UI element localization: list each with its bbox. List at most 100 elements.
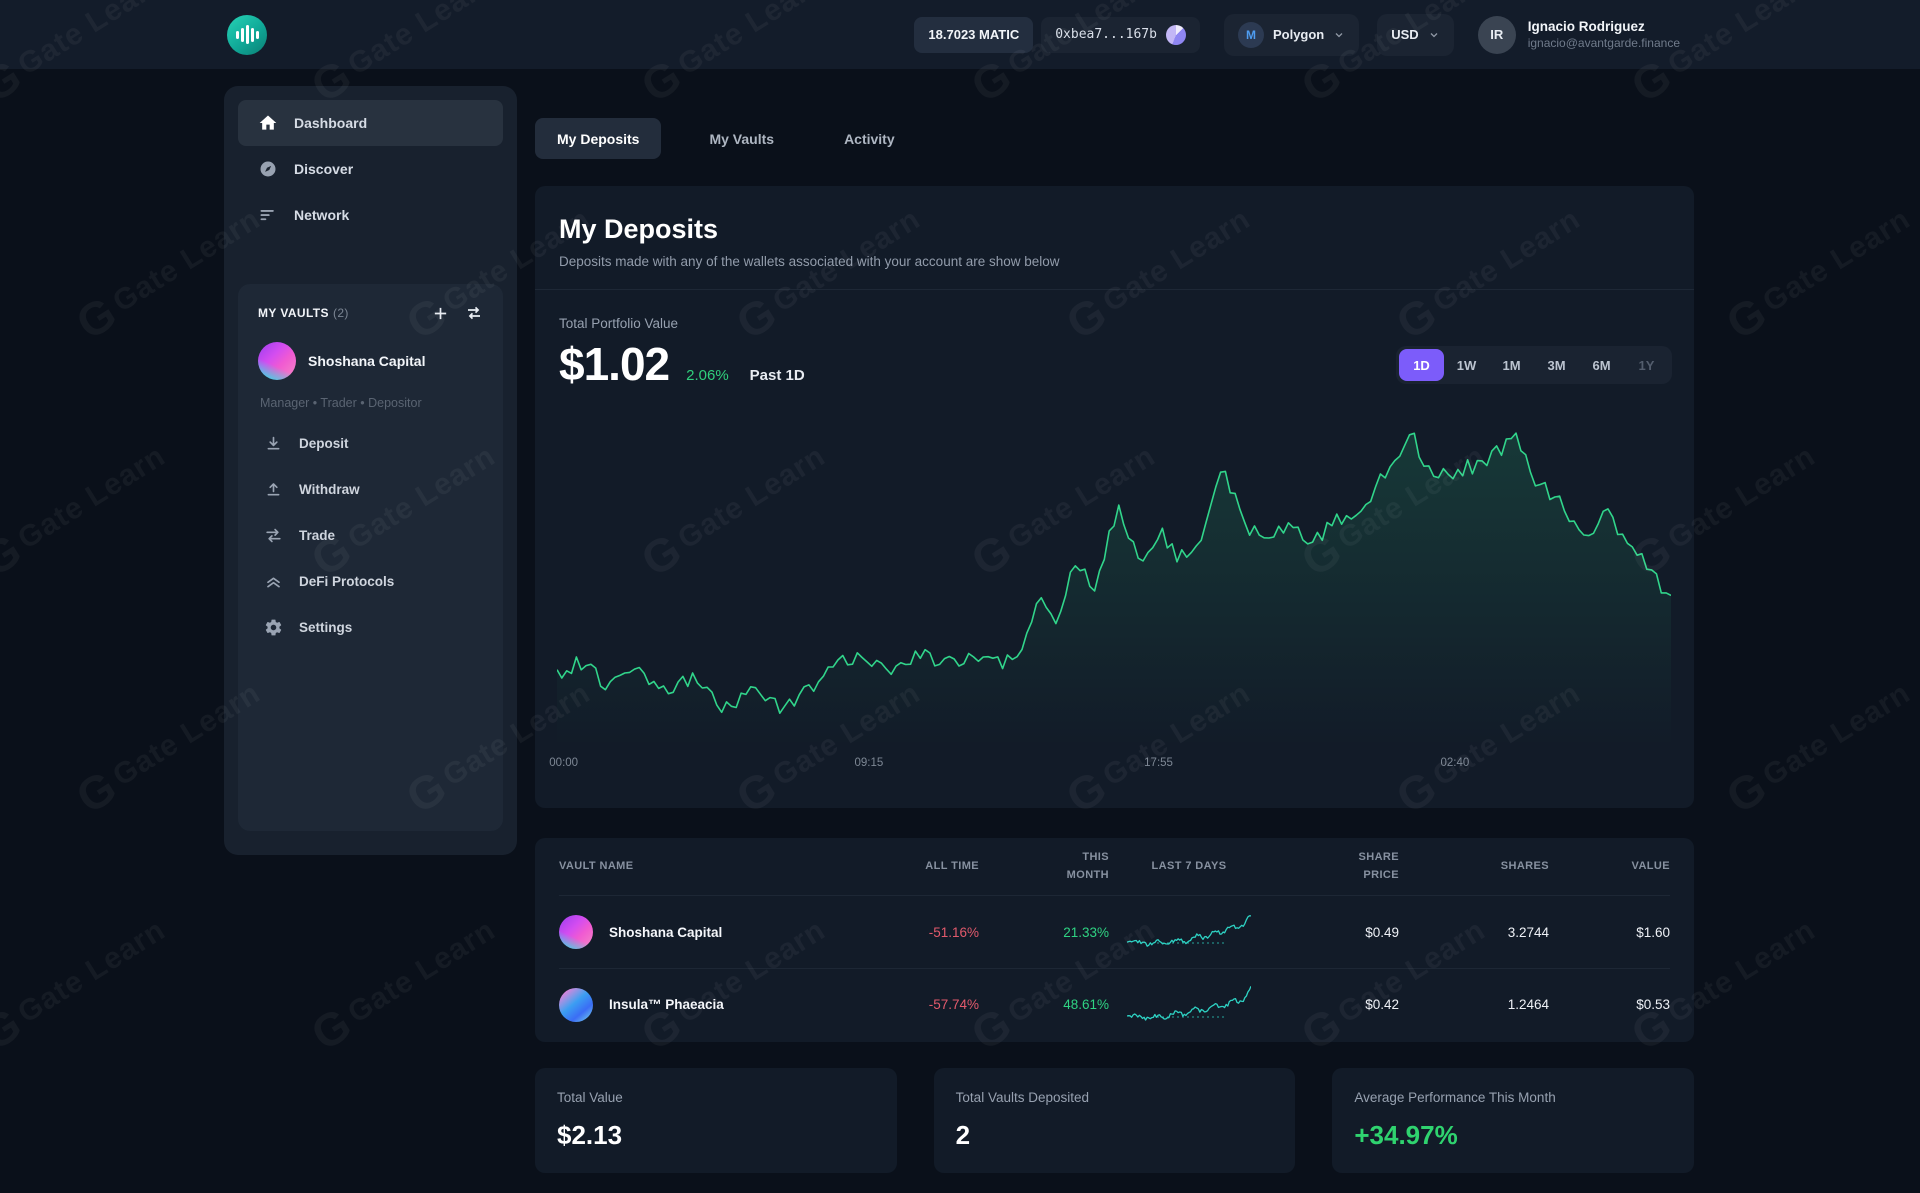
user-email: ignacio@avantgarde.finance [1527, 36, 1680, 50]
x-axis-tick: 02:40 [1440, 757, 1470, 769]
col-header-shares: SHARES [1500, 859, 1549, 872]
all-time-cell: -57.74% [928, 997, 979, 1012]
range-button-1d[interactable]: 1D [1399, 349, 1444, 381]
pie-chart-icon [1165, 24, 1186, 45]
stat-average-performance: Average Performance This Month +34.97% [1332, 1068, 1695, 1173]
sparkline-chart [1127, 915, 1251, 947]
matic-balance-text: 18.7023 MATIC [928, 27, 1020, 42]
user-name: Ignacio Rodriguez [1527, 19, 1645, 34]
currency-selector[interactable]: USD [1377, 13, 1454, 56]
withdraw-icon [267, 482, 280, 495]
range-button-1y[interactable]: 1Y [1624, 349, 1669, 381]
range-button-3m[interactable]: 3M [1534, 349, 1579, 381]
vault-action-trade[interactable]: Trade [258, 512, 483, 558]
vault-action-deposit[interactable]: Deposit [258, 420, 483, 466]
portfolio-value-row: $1.02 2.06% Past 1D [559, 337, 1670, 391]
col-header-value: VALUE [1631, 859, 1670, 872]
vault-avatar [258, 342, 296, 380]
watermark: GGate Learn [0, 431, 177, 587]
shares-cell: 3.2744 [1507, 924, 1549, 940]
defi-protocols-icon [267, 577, 280, 587]
currency-label: USD [1391, 27, 1419, 42]
vault-action-label: Withdraw [299, 481, 360, 497]
vault-action-label: DeFi Protocols [299, 573, 395, 589]
x-axis-tick: 17:55 [1144, 757, 1173, 769]
tab-activity[interactable]: Activity [844, 130, 895, 147]
portfolio-value-label: Total Portfolio Value [559, 316, 679, 331]
vault-avatar [559, 915, 593, 949]
this-month-cell: 48.61% [1063, 997, 1109, 1012]
vault-avatar [559, 987, 593, 1022]
this-month-cell: 21.33% [1063, 924, 1109, 940]
wallet-address-badge[interactable]: 0xbea7...167b [1041, 16, 1200, 53]
vault-action-withdraw[interactable]: Withdraw [258, 466, 483, 512]
table-header-row: VAULT NAME ALL TIME THIS MONTH LAST 7 DA… [559, 838, 1670, 896]
wallet-address-text: 0xbea7...167b [1055, 27, 1157, 42]
stat-value: +34.97% [1354, 1120, 1458, 1150]
home-icon [259, 115, 277, 130]
my-vaults-title: MY VAULTS (2) [258, 306, 349, 320]
my-vaults-panel: MY VAULTS (2) Shoshana Capital Manager • … [238, 284, 503, 831]
add-vault-button[interactable] [431, 304, 449, 322]
chevron-down-icon [1430, 32, 1438, 37]
watermark: GGate Learn [1717, 668, 1920, 824]
range-button-1w[interactable]: 1W [1444, 349, 1489, 381]
x-axis-tick: 00:00 [549, 757, 579, 769]
table-row[interactable]: Insula™ Phaeacia -57.74% 48.61% $0.42 1.… [559, 968, 1670, 1040]
sidebar-item-discover[interactable]: Discover [238, 146, 503, 192]
app-logo-icon[interactable] [227, 14, 267, 55]
user-menu[interactable]: IR Ignacio Rodriguez ignacio@avantgarde.… [1477, 15, 1680, 54]
vault-identity[interactable]: Shoshana Capital [258, 342, 483, 380]
network-selector[interactable]: M Polygon [1223, 13, 1360, 56]
vault-action-label: Deposit [299, 435, 349, 451]
vault-actions: Deposit Withdraw Trade DeFi Protocols Se… [258, 420, 483, 650]
portfolio-period-label: Past 1D [749, 367, 805, 384]
compass-icon [260, 161, 276, 177]
switch-vault-button[interactable] [465, 304, 483, 322]
stat-label: Average Performance This Month [1354, 1090, 1556, 1105]
my-vaults-header: MY VAULTS (2) [258, 304, 483, 322]
col-header-last-7-days: LAST 7 DAYS [1151, 859, 1227, 872]
stat-total-value: Total Value $2.13 [535, 1068, 897, 1173]
swap-arrows-icon [468, 306, 480, 320]
sidebar-item-network[interactable]: Network [238, 192, 503, 238]
lines-icon [260, 210, 274, 221]
main-content: My Deposits My Vaults Activity My Deposi… [535, 118, 1695, 1173]
tab-my-vaults[interactable]: My Vaults [709, 130, 775, 147]
sidebar-item-label: Dashboard [294, 115, 368, 131]
vault-action-settings[interactable]: Settings [258, 604, 483, 650]
value-cell: $1.60 [1636, 924, 1670, 940]
divider [535, 289, 1694, 290]
shares-cell: 1.2464 [1507, 997, 1549, 1012]
portfolio-chart[interactable] [556, 429, 1672, 747]
matic-balance-badge: 18.7023 MATIC [914, 16, 1034, 53]
share-price-cell: $0.42 [1365, 997, 1399, 1012]
vault-roles: Manager • Trader • Depositor [260, 396, 422, 410]
stat-label: Total Value [557, 1090, 623, 1105]
range-button-1m[interactable]: 1M [1489, 349, 1534, 381]
range-button-6m[interactable]: 6M [1579, 349, 1624, 381]
vault-action-defi-protocols[interactable]: DeFi Protocols [258, 558, 483, 604]
vault-name-cell: Insula™ Phaeacia [609, 997, 724, 1012]
plus-icon [434, 307, 446, 319]
deposit-icon [267, 436, 280, 449]
page-title: My Deposits [559, 214, 719, 244]
topbar-right-cluster: 18.7023 MATIC 0xbea7...167b M Polygon US… [914, 13, 1680, 56]
summary-stats: Total Value $2.13 Total Vaults Deposited… [535, 1068, 1695, 1173]
sparkline-chart [1127, 985, 1251, 1021]
sidebar-item-dashboard[interactable]: Dashboard [238, 100, 503, 146]
network-label: Polygon [1272, 27, 1325, 42]
gear-icon [265, 619, 282, 635]
stat-total-vaults-deposited: Total Vaults Deposited 2 [933, 1068, 1296, 1173]
tab-my-deposits[interactable]: My Deposits [535, 118, 662, 159]
portfolio-change-pct: 2.06% [686, 367, 729, 384]
polygon-icon: M [1237, 21, 1264, 48]
watermark: GGate Learn [1717, 194, 1920, 350]
table-row[interactable]: Shoshana Capital -51.16% 21.33% $0.49 3.… [559, 896, 1670, 968]
vault-action-label: Settings [299, 619, 353, 635]
chart-x-axis: 00:00 09:15 17:55 02:40 [549, 757, 1671, 773]
time-range-selector: 1D 1W 1M 3M 6M 1Y [1396, 346, 1672, 384]
tab-bar: My Deposits My Vaults Activity [535, 118, 1694, 159]
sidebar: Dashboard Discover Network MY VAULTS (2) [224, 86, 517, 855]
vault-name: Shoshana Capital [308, 353, 426, 369]
